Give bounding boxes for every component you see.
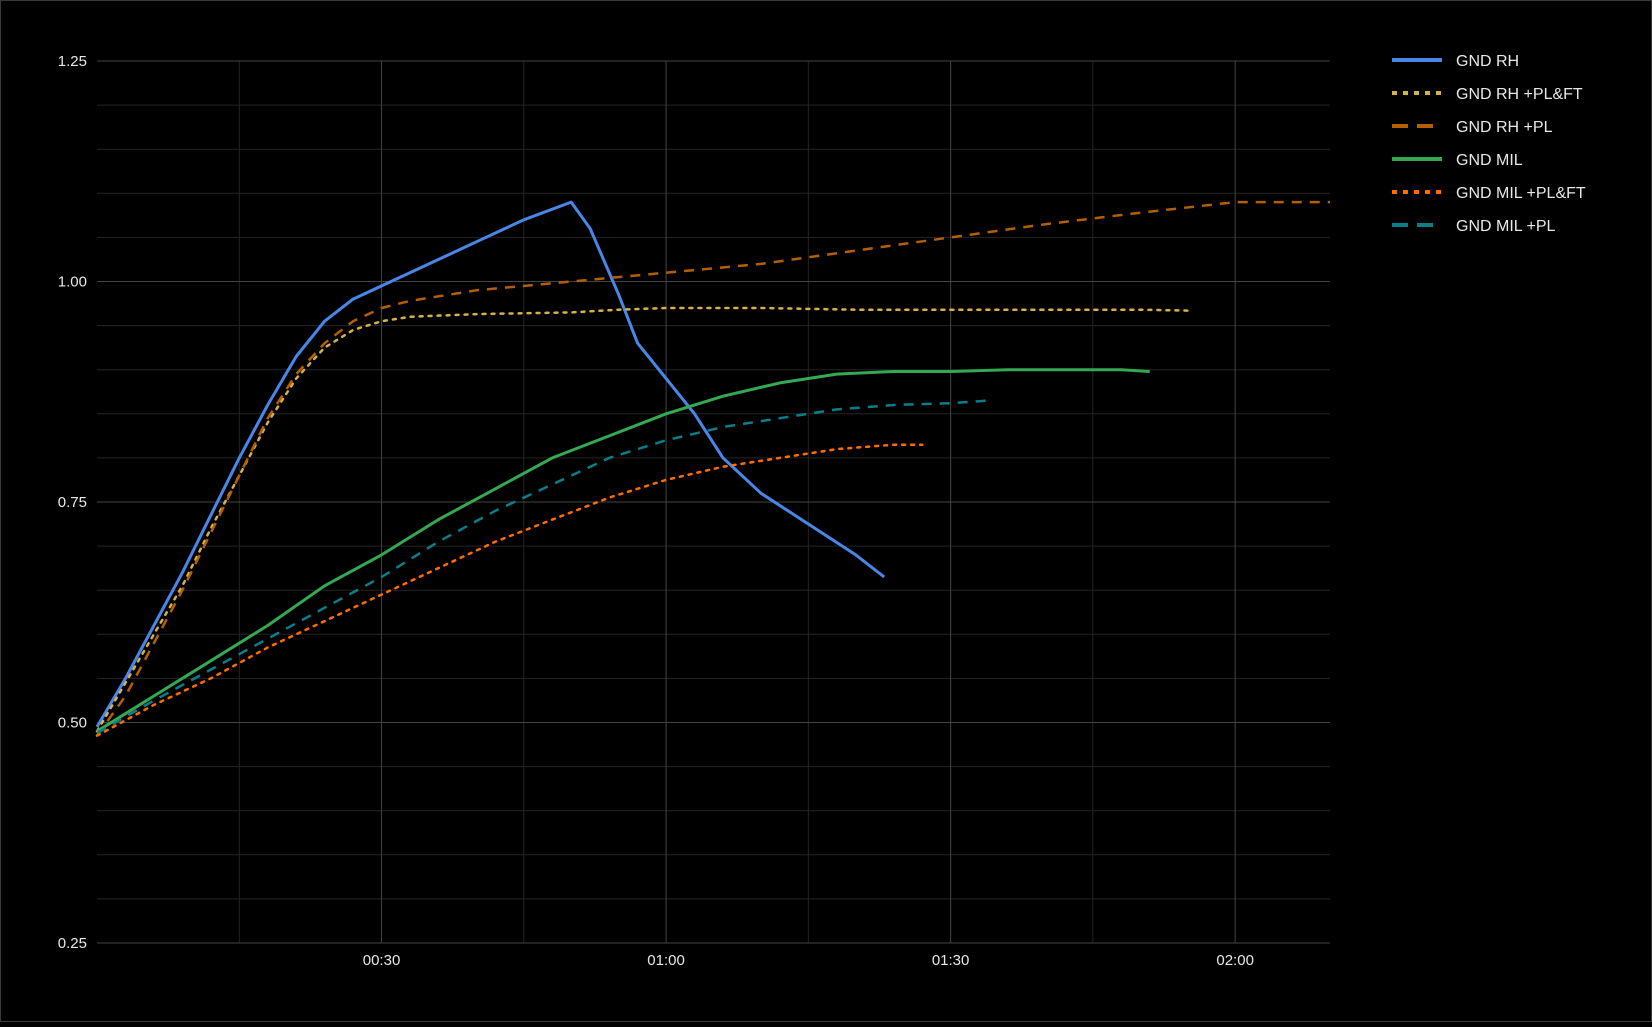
x-axis-tick-labels: 00:30 01:00 01:30 02:00 [363, 952, 1254, 969]
major-gridlines [97, 60, 1330, 944]
series-line-5 [96, 399, 989, 735]
x-tick-label: 00:30 [363, 952, 401, 969]
series-lines [95, 200, 1330, 737]
y-axis-tick-labels: 0.25 0.50 0.75 1.00 1.25 [58, 53, 87, 952]
series-line-2 [95, 200, 1330, 737]
x-tick-label: 01:30 [932, 952, 970, 969]
y-tick-label: 0.25 [58, 935, 87, 952]
legend-label-5: GND MIL +PL [1456, 218, 1556, 235]
legend-label-1: GND RH +PL&FT [1456, 86, 1583, 103]
y-tick-label: 1.25 [58, 53, 87, 70]
legend-label-0: GND RH [1456, 53, 1519, 70]
y-tick-label: 1.00 [58, 274, 87, 291]
x-tick-label: 02:00 [1216, 952, 1254, 969]
legend-label-3: GND MIL [1456, 152, 1523, 169]
y-tick-label: 0.50 [58, 715, 87, 732]
legend-label-2: GND RH +PL [1456, 119, 1553, 136]
series-line-0 [95, 200, 886, 728]
legend: GND RH GND RH +PL&FT GND RH +PL GND MIL GND … [1392, 53, 1586, 235]
legend-label-4: GND MIL +PL&FT [1456, 185, 1586, 202]
y-tick-label: 0.75 [58, 494, 87, 511]
series-line-1 [95, 306, 1189, 733]
series-line-3 [96, 368, 1150, 733]
x-tick-label: 01:00 [647, 952, 685, 969]
